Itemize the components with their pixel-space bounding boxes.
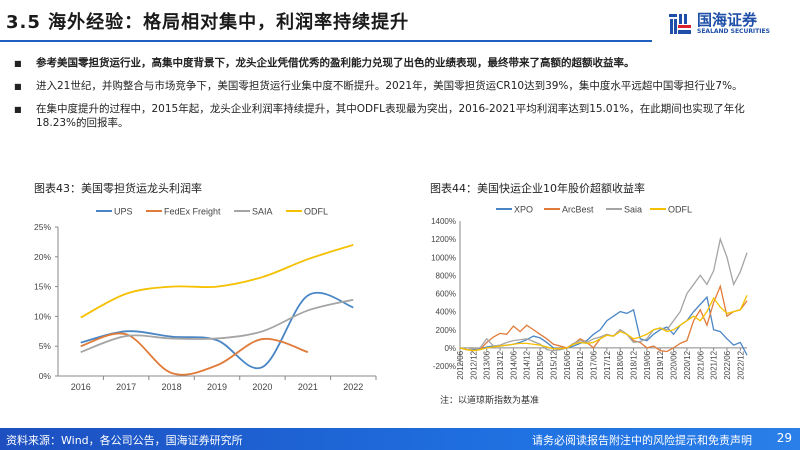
- x-tick-label: 2012/12: [469, 350, 478, 379]
- series-line-ups: [80, 292, 354, 370]
- x-tick-label: 2021: [298, 382, 318, 392]
- y-tick-label: 5%: [39, 341, 52, 351]
- x-tick-label: 2019/06: [643, 350, 652, 379]
- series-line-fedex-freight: [80, 332, 309, 376]
- y-tick-label: 600%: [436, 290, 456, 299]
- logo-en: SEALAND SECURITIES: [697, 28, 770, 35]
- page-number: 29: [776, 431, 792, 445]
- y-tick-label: 400%: [436, 308, 456, 317]
- chart44-excess-return: XPO ArcBest Saia ODFL -200% 0% 200% 400% 600% 800…: [431, 205, 748, 380]
- x-tick-label: 2018/06: [616, 350, 625, 379]
- series-line-saia: [80, 298, 354, 354]
- bullet-item: ■ 进入21世纪，并购整合与市场竞争下，美国零担货运行业集中度不断提升。2021年…: [14, 80, 743, 92]
- x-tick-label: 2020: [252, 382, 272, 392]
- x-tick-label: 2020/12: [683, 350, 692, 379]
- legend-label: XPO: [514, 205, 533, 215]
- x-tick-label: 2022: [343, 382, 363, 392]
- legend-label: FedEx Freight: [164, 207, 221, 217]
- x-tick-label: 2018: [162, 382, 182, 392]
- disclaimer-text: 请务必阅读报告附注中的风险提示和免责声明: [532, 434, 752, 447]
- legend-label: ODFL: [304, 207, 328, 217]
- x-tick-label: 2016/06: [563, 350, 572, 379]
- sealand-logo-icon: [669, 14, 691, 34]
- y-tick-label: 200%: [436, 326, 456, 335]
- x-tick-label: 2017: [116, 382, 136, 392]
- x-tick-label: 2015/12: [549, 350, 558, 379]
- legend-label: SAIA: [252, 207, 273, 217]
- logo: 国海证券 SEALAND SECURITIES: [668, 12, 770, 36]
- x-tick-label: 2021/12: [710, 350, 719, 379]
- chart43-title: 图表43：美国零担货运龙头利润率: [34, 182, 202, 195]
- page-title: 3.5 海外经验：格局相对集中，利润率持续提升: [6, 12, 410, 33]
- x-tick-label: 2016/12: [576, 350, 585, 379]
- x-tick-label: 2020/06: [670, 350, 679, 379]
- legend-label: UPS: [114, 207, 133, 217]
- x-tick-label: 2022/06: [723, 350, 732, 379]
- legend-label: ArcBest: [562, 205, 594, 215]
- chart44-note: 注：以道琼斯指数为基准: [440, 396, 540, 406]
- x-tick-label: 2017/12: [603, 350, 612, 379]
- legend-label: Saia: [624, 205, 642, 215]
- legend-label: ODFL: [668, 205, 692, 215]
- y-tick-label: 25%: [34, 222, 51, 232]
- y-tick-label: 20%: [34, 252, 51, 262]
- y-tick-label: 1400%: [431, 217, 456, 226]
- series-line-odfl: [80, 244, 354, 319]
- bullet-item: ■ 参考美国零担货运行业，高集中度背景下，龙头企业凭借优秀的盈利能力兑现了出色的业…: [14, 57, 635, 69]
- bullet-list: ■ 参考美国零担货运行业，高集中度背景下，龙头企业凭借优秀的盈利能力兑现了出色的业…: [14, 56, 774, 138]
- y-tick-label: 15%: [34, 282, 51, 292]
- x-tick-label: 2016: [71, 382, 91, 392]
- x-tick-label: 2019/12: [656, 350, 665, 379]
- series-line-saia: [459, 236, 748, 352]
- x-tick-label: 2015/06: [536, 350, 545, 379]
- x-tick-label: 2021/06: [696, 350, 705, 379]
- x-tick-label: 2018/12: [630, 350, 639, 379]
- x-tick-label: 2014/06: [509, 350, 518, 379]
- x-tick-label: 2022/12: [736, 350, 745, 379]
- series-line-xpo: [459, 295, 748, 356]
- x-tick-label: 2013/12: [496, 350, 505, 379]
- x-tick-label: 2013/06: [483, 350, 492, 379]
- y-tick-label: 10%: [34, 311, 51, 321]
- y-tick-label: 800%: [436, 271, 456, 280]
- chart43-profit-margin: UPS FedEx Freight SAIA ODFL 0% 5% 10% 15% 20% 25%…: [34, 207, 377, 392]
- chart44-title: 图表44：美国快运企业10年股价超额收益率: [430, 182, 645, 195]
- x-tick-label: 2017/06: [589, 350, 598, 379]
- x-tick-label: 2012/06: [456, 350, 465, 379]
- bullet-item: ■ 在集中度提升的过程中，2015年起，龙头企业利润率持续提升，其中ODFL表现最…: [14, 103, 745, 129]
- y-tick-label: -200%: [433, 362, 456, 371]
- series-line-odfl: [459, 295, 748, 352]
- y-tick-label: 1200%: [431, 235, 456, 244]
- x-tick-label: 2014/12: [523, 350, 532, 379]
- source-text: 资料来源：Wind，各公司公告，国海证券研究所: [6, 434, 243, 447]
- series-line-arcbest: [459, 284, 748, 353]
- footer: 资料来源：Wind，各公司公告，国海证券研究所 请务必阅读报告附注中的风险提示和…: [0, 428, 800, 450]
- y-tick-label: 0%: [39, 371, 52, 381]
- y-tick-label: 0%: [444, 344, 456, 353]
- x-tick-label: 2019: [207, 382, 227, 392]
- title-divider: [0, 40, 652, 42]
- y-tick-label: 1000%: [431, 253, 456, 262]
- logo-cn: 国海证券: [697, 11, 758, 29]
